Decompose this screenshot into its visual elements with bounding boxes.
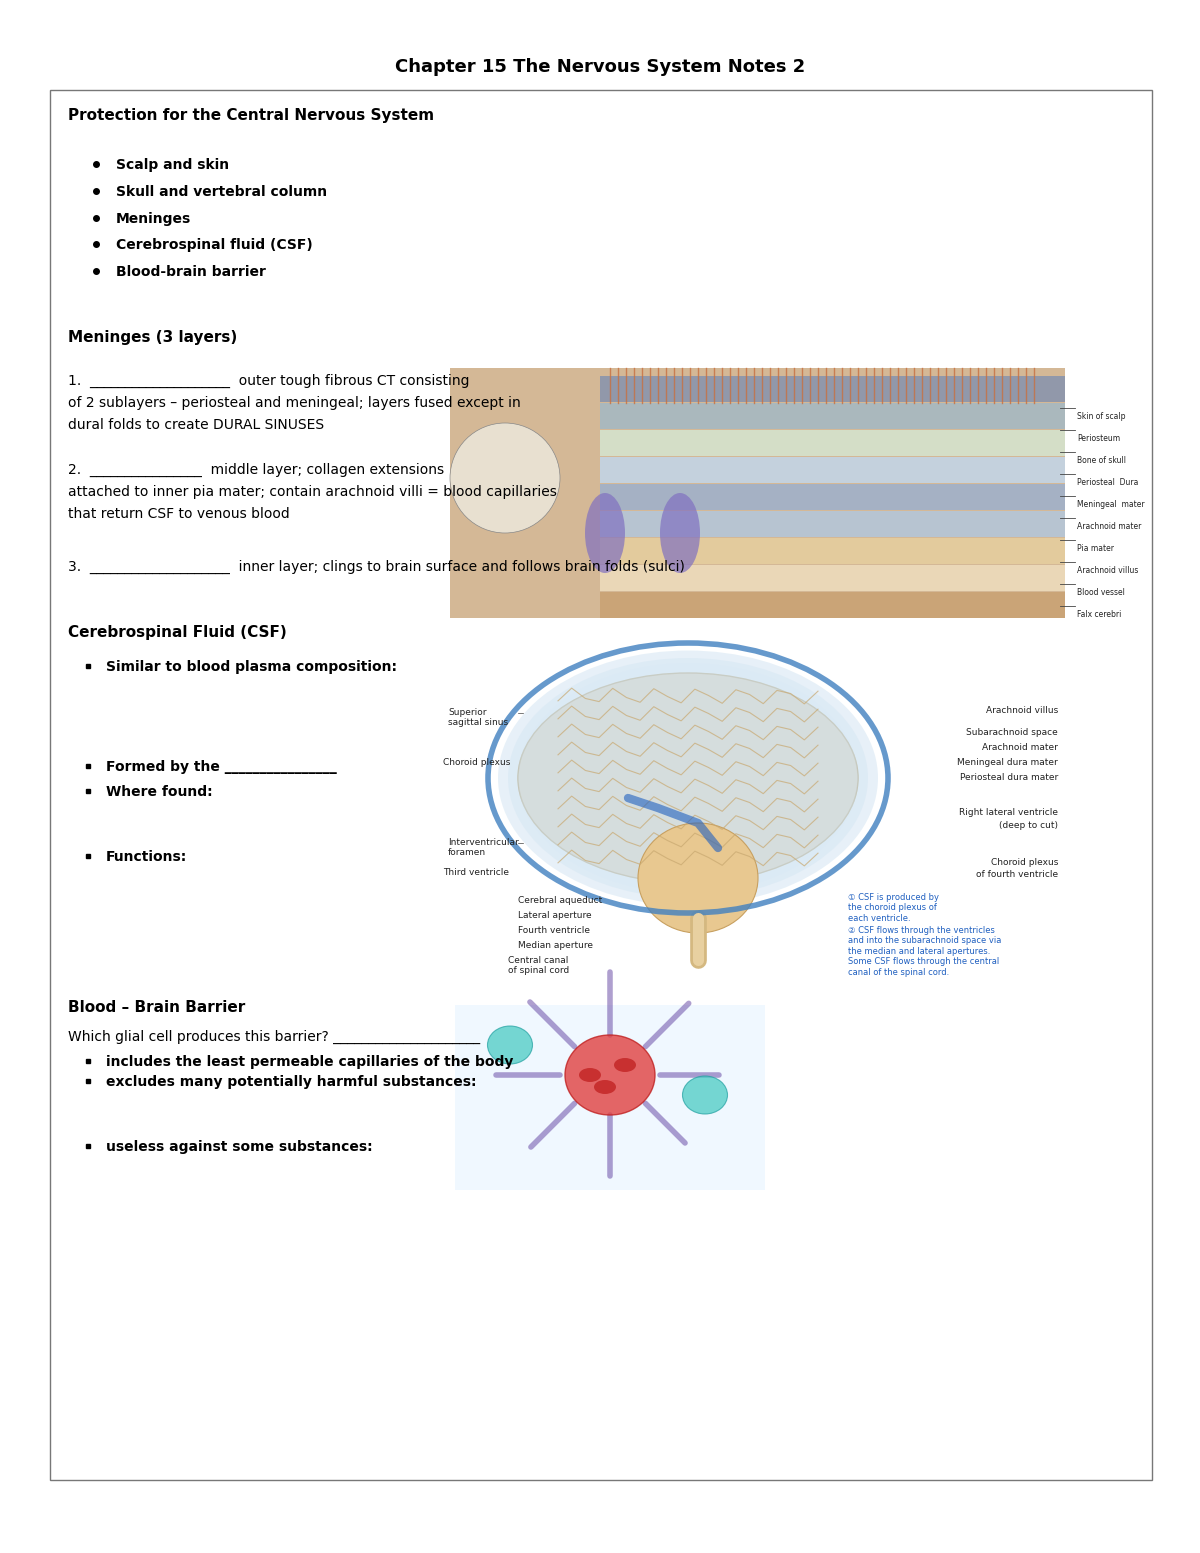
Bar: [600, 537, 1066, 564]
Text: Periosteal  Dura: Periosteal Dura: [1078, 478, 1139, 488]
Bar: [600, 485, 1066, 509]
Ellipse shape: [683, 1076, 727, 1114]
Bar: [600, 402, 1066, 429]
Text: 2.  ________________  middle layer; collagen extensions: 2. ________________ middle layer; collag…: [68, 463, 444, 477]
Text: Fourth ventricle: Fourth ventricle: [518, 926, 590, 935]
Text: of fourth ventricle: of fourth ventricle: [976, 870, 1058, 879]
Text: Arachnoid villus: Arachnoid villus: [985, 707, 1058, 714]
Text: Lateral aperture: Lateral aperture: [518, 912, 592, 919]
Text: Meninges: Meninges: [116, 213, 191, 227]
Text: ① CSF is produced by
the choroid plexus of
each ventricle.: ① CSF is produced by the choroid plexus …: [848, 893, 940, 922]
Text: (deep to cut): (deep to cut): [998, 822, 1058, 829]
Ellipse shape: [638, 823, 758, 933]
Text: ② CSF flows through the ventricles
and into the subarachnoid space via
the media: ② CSF flows through the ventricles and i…: [848, 926, 1001, 977]
Text: 3.  ____________________  inner layer; clings to brain surface and follows brain: 3. ____________________ inner layer; cli…: [68, 561, 685, 575]
Ellipse shape: [580, 1068, 601, 1082]
Text: Subarachnoid space: Subarachnoid space: [966, 728, 1058, 738]
Text: Pia mater: Pia mater: [1078, 544, 1114, 553]
Text: Third ventricle: Third ventricle: [443, 868, 509, 877]
Text: Falx cerebri: Falx cerebri: [1078, 610, 1121, 620]
Text: Arachnoid villus: Arachnoid villus: [1078, 565, 1139, 575]
Text: Arachnoid mater: Arachnoid mater: [1078, 522, 1141, 531]
Text: Periosteum: Periosteum: [1078, 433, 1120, 443]
Text: Meningeal dura mater: Meningeal dura mater: [958, 758, 1058, 767]
Text: Blood-brain barrier: Blood-brain barrier: [116, 266, 266, 280]
Text: Skin of scalp: Skin of scalp: [1078, 412, 1126, 421]
Bar: [600, 565, 1066, 592]
Bar: [600, 430, 1066, 457]
Bar: [600, 376, 1066, 402]
Bar: [455, 1005, 766, 1190]
Text: Formed by the ________________: Formed by the ________________: [106, 759, 337, 773]
Ellipse shape: [508, 658, 868, 898]
Text: Blood – Brain Barrier: Blood – Brain Barrier: [68, 1000, 245, 1016]
Text: Where found:: Where found:: [106, 784, 212, 798]
Text: Periosteal dura mater: Periosteal dura mater: [960, 773, 1058, 783]
Bar: [428, 648, 1063, 971]
Text: Blood vessel: Blood vessel: [1078, 589, 1124, 596]
Bar: [600, 592, 1066, 618]
Ellipse shape: [518, 663, 858, 893]
Ellipse shape: [487, 1027, 533, 1064]
Text: Choroid plexus: Choroid plexus: [443, 758, 510, 767]
Text: Arachnoid mater: Arachnoid mater: [982, 742, 1058, 752]
Circle shape: [450, 422, 560, 533]
Text: of 2 sublayers – periosteal and meningeal; layers fused except in: of 2 sublayers – periosteal and meningea…: [68, 396, 521, 410]
Text: Cerebral aqueduct: Cerebral aqueduct: [518, 896, 602, 905]
Text: Central canal
of spinal cord: Central canal of spinal cord: [508, 957, 569, 975]
Bar: [600, 511, 1066, 537]
Text: Interventricular
foramen: Interventricular foramen: [448, 839, 518, 857]
Text: that return CSF to venous blood: that return CSF to venous blood: [68, 506, 289, 520]
Text: Median aperture: Median aperture: [518, 941, 593, 950]
Text: Protection for the Central Nervous System: Protection for the Central Nervous Syste…: [68, 109, 434, 123]
Bar: [600, 457, 1066, 483]
Text: Meningeal  mater: Meningeal mater: [1078, 500, 1145, 509]
Text: dural folds to create DURAL SINUSES: dural folds to create DURAL SINUSES: [68, 418, 324, 432]
Ellipse shape: [660, 492, 700, 573]
Text: 1.  ____________________  outer tough fibrous CT consisting: 1. ____________________ outer tough fibr…: [68, 374, 469, 388]
Text: Skull and vertebral column: Skull and vertebral column: [116, 185, 328, 199]
Ellipse shape: [586, 492, 625, 573]
Text: attached to inner pia mater; contain arachnoid villi = blood capillaries: attached to inner pia mater; contain ara…: [68, 485, 557, 499]
Text: Bone of skull: Bone of skull: [1078, 457, 1126, 464]
Ellipse shape: [594, 1079, 616, 1093]
Text: Superior
sagittal sinus: Superior sagittal sinus: [448, 708, 508, 727]
Text: Right lateral ventricle: Right lateral ventricle: [959, 808, 1058, 817]
Text: includes the least permeable capillaries of the body: includes the least permeable capillaries…: [106, 1054, 514, 1068]
Ellipse shape: [614, 1058, 636, 1072]
Text: excludes many potentially harmful substances:: excludes many potentially harmful substa…: [106, 1075, 476, 1089]
Text: Cerebrospinal fluid (CSF): Cerebrospinal fluid (CSF): [116, 238, 313, 252]
Text: Choroid plexus: Choroid plexus: [991, 857, 1058, 867]
Text: Cerebrospinal Fluid (CSF): Cerebrospinal Fluid (CSF): [68, 624, 287, 640]
Text: Similar to blood plasma composition:: Similar to blood plasma composition:: [106, 660, 397, 674]
Text: Which glial cell produces this barrier? _____________________: Which glial cell produces this barrier? …: [68, 1030, 480, 1044]
Ellipse shape: [565, 1034, 655, 1115]
Text: Functions:: Functions:: [106, 849, 187, 863]
Text: useless against some substances:: useless against some substances:: [106, 1140, 373, 1154]
Ellipse shape: [518, 672, 858, 884]
Bar: [450, 368, 1066, 618]
Ellipse shape: [498, 651, 878, 905]
Text: Meninges (3 layers): Meninges (3 layers): [68, 329, 238, 345]
Text: Scalp and skin: Scalp and skin: [116, 158, 229, 172]
Bar: [50, 90, 1152, 1480]
Text: Chapter 15 The Nervous System Notes 2: Chapter 15 The Nervous System Notes 2: [395, 57, 805, 76]
